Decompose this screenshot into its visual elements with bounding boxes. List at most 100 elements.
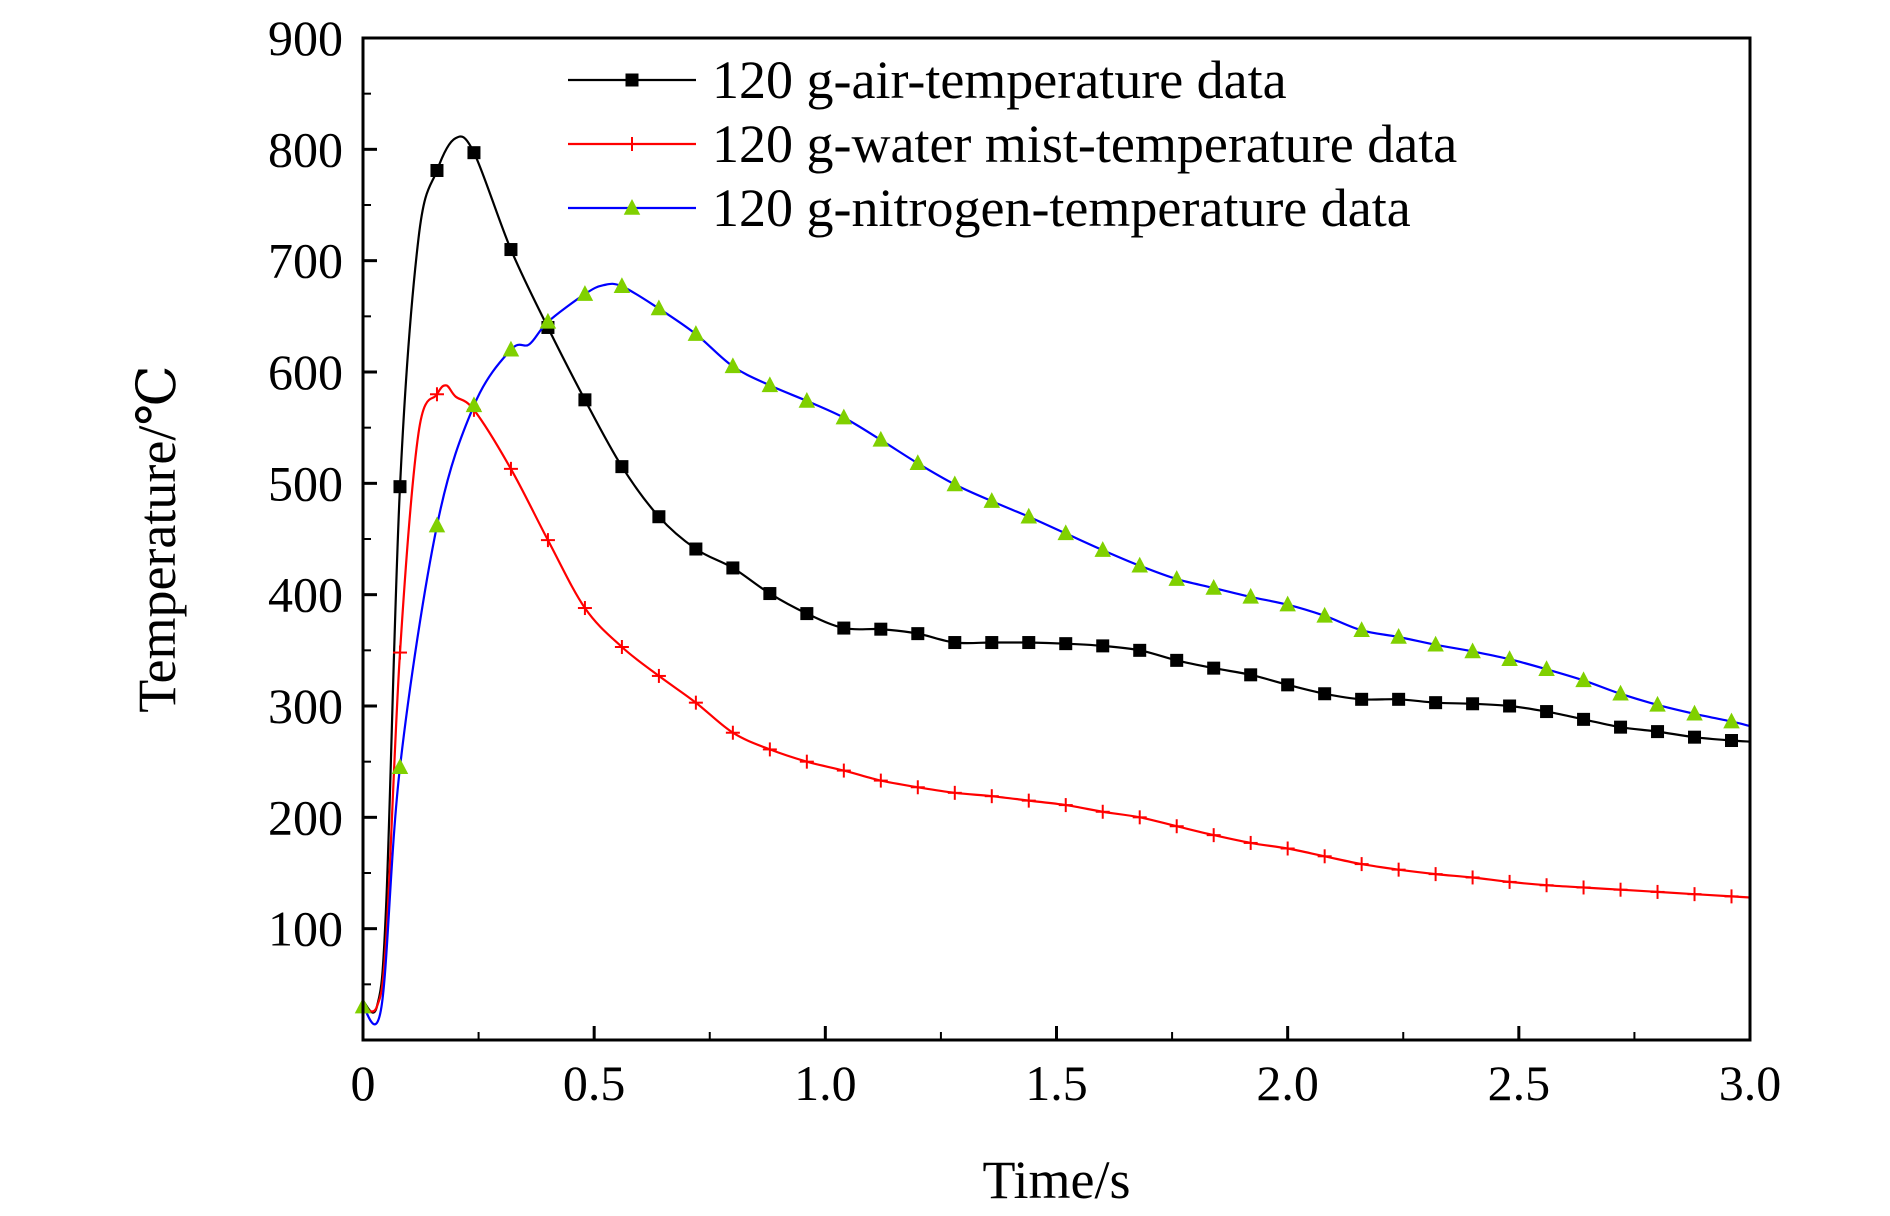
x-tick-label: 2.0 <box>1256 1055 1319 1111</box>
data-point <box>1020 507 1038 524</box>
legend-item: 120 g-nitrogen-temperature data <box>568 178 1411 238</box>
data-point <box>1724 889 1739 904</box>
data-point <box>393 480 407 494</box>
data-point <box>1133 643 1147 657</box>
data-point <box>835 408 853 425</box>
series-2 <box>362 384 1751 1013</box>
data-point <box>910 780 925 795</box>
data-point <box>1502 874 1517 889</box>
data-point <box>1465 870 1480 885</box>
data-point <box>1464 642 1481 659</box>
legend-label: 120 g-water mist-temperature data <box>712 114 1457 174</box>
data-point <box>1170 653 1184 667</box>
data-point <box>837 621 851 635</box>
data-point <box>1428 867 1443 882</box>
data-point <box>1206 828 1221 843</box>
data-point <box>1538 660 1555 677</box>
data-point <box>1353 621 1370 638</box>
x-tick-label: 0 <box>351 1055 376 1111</box>
data-point <box>1022 636 1036 650</box>
data-point <box>1094 541 1111 557</box>
data-point <box>391 758 409 774</box>
legend-label: 120 g-air-temperature data <box>712 50 1287 110</box>
data-point <box>1243 835 1258 850</box>
data-point <box>1168 570 1185 586</box>
data-point <box>1392 692 1406 706</box>
y-tick-label: 600 <box>268 344 343 400</box>
data-point <box>947 785 962 800</box>
data-point <box>1057 524 1074 541</box>
y-axis-title: Temperature/℃ <box>127 365 187 712</box>
data-point <box>1725 734 1739 748</box>
data-point <box>800 607 814 621</box>
data-point <box>428 516 446 533</box>
y-axis: 100 200 300 400 500 600 700 800 900 <box>268 10 377 986</box>
x-tick-label: 2.5 <box>1488 1055 1551 1111</box>
data-point <box>1095 804 1110 819</box>
y-tick-label: 100 <box>268 901 343 957</box>
x-tick-label: 3.0 <box>1719 1055 1782 1111</box>
data-point <box>1317 849 1332 864</box>
data-point <box>392 645 407 660</box>
data-point <box>948 636 962 650</box>
data-point <box>465 396 483 413</box>
legend-item: 120 g-water mist-temperature data <box>568 114 1457 174</box>
data-point <box>1354 857 1369 872</box>
data-point <box>1391 862 1406 877</box>
data-point <box>1466 697 1480 711</box>
y-tick-label: 300 <box>268 678 343 734</box>
data-point <box>763 587 777 601</box>
data-point <box>1650 884 1665 899</box>
data-point <box>651 668 666 683</box>
data-point <box>1688 730 1702 744</box>
y-tick-label: 900 <box>268 10 343 66</box>
data-point <box>836 763 851 778</box>
data-point <box>689 542 703 556</box>
data-point <box>726 561 740 575</box>
x-tick-label: 1.0 <box>794 1055 857 1111</box>
data-point <box>1169 819 1184 834</box>
data-point <box>1613 882 1628 897</box>
series-3 <box>354 277 1751 1026</box>
data-point <box>1355 692 1369 706</box>
data-point <box>429 387 444 402</box>
y-tick-label: 800 <box>268 121 343 177</box>
data-point <box>724 357 742 374</box>
y-tick-label: 700 <box>268 233 343 289</box>
data-point <box>1058 798 1073 813</box>
data-point <box>1316 606 1333 623</box>
series-line <box>362 384 1751 1013</box>
y-tick-label: 400 <box>268 567 343 623</box>
data-point <box>1649 695 1666 712</box>
data-point <box>1501 650 1518 666</box>
data-point <box>1723 712 1740 729</box>
data-point <box>503 461 518 476</box>
legend-swatch-marker <box>625 73 639 87</box>
data-point <box>1429 696 1443 710</box>
data-point <box>983 492 1001 508</box>
data-point <box>614 639 629 654</box>
data-point <box>1503 699 1517 713</box>
data-point <box>872 430 890 447</box>
data-point <box>1205 578 1222 595</box>
data-point <box>539 312 557 329</box>
data-point <box>1021 793 1036 808</box>
y-tick-label: 500 <box>268 455 343 511</box>
data-point <box>1318 687 1332 701</box>
x-tick-label: 1.5 <box>1025 1055 1088 1111</box>
data-point <box>762 742 777 757</box>
legend-item: 120 g-air-temperature data <box>568 50 1287 110</box>
data-point <box>1576 880 1591 895</box>
data-point <box>504 243 518 257</box>
data-point <box>1390 627 1407 644</box>
x-tick-label: 0.5 <box>563 1055 626 1111</box>
data-point <box>1242 587 1259 604</box>
data-point <box>1651 725 1665 739</box>
data-point <box>1280 841 1295 856</box>
data-point <box>1539 878 1554 893</box>
data-point <box>650 299 668 316</box>
data-point <box>615 460 629 474</box>
